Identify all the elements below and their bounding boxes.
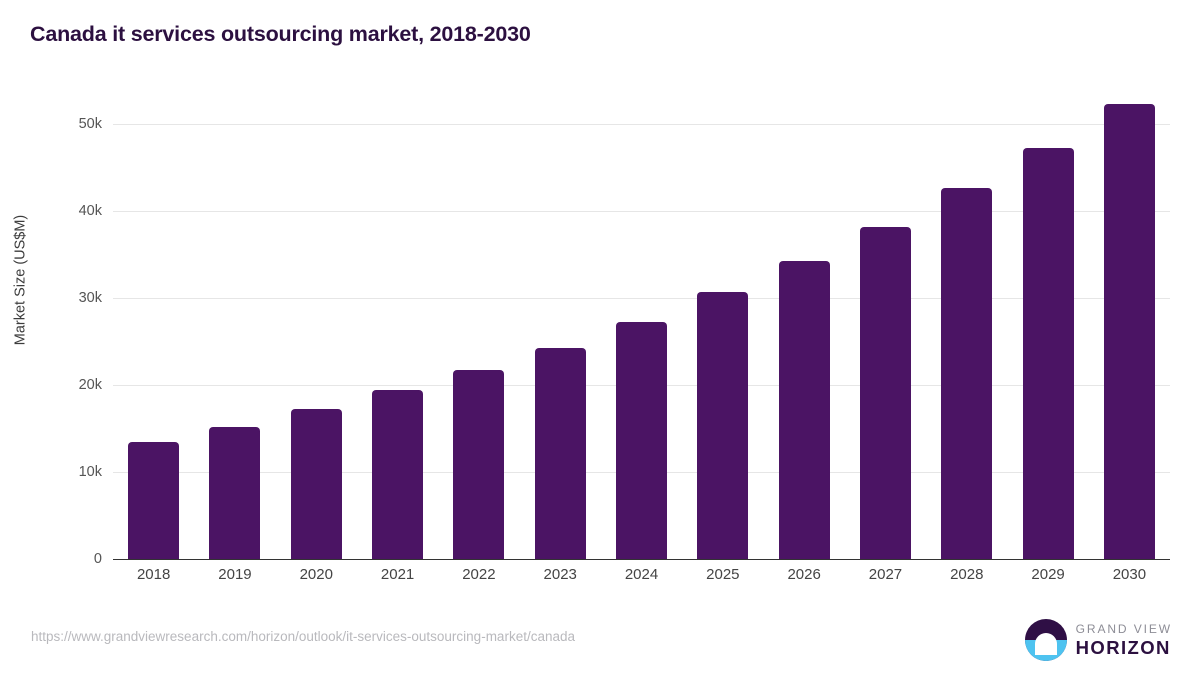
logo-wordmark: GRAND VIEW HORIZON <box>1076 622 1172 658</box>
x-axis-tick-2027: 2027 <box>868 566 903 583</box>
bar-slot <box>438 124 519 559</box>
x-axis-tick-2030: 2030 <box>1112 566 1147 583</box>
source-url[interactable]: https://www.grandviewresearch.com/horizo… <box>31 629 575 644</box>
y-axis-tick-label: 20k <box>78 377 102 393</box>
bar-slot <box>1007 124 1088 559</box>
bar-2027[interactable] <box>859 226 911 559</box>
y-axis-tick-label: 40k <box>78 203 102 219</box>
x-axis-tick-2026: 2026 <box>787 566 821 583</box>
x-axis-tick-2024: 2024 <box>624 566 659 583</box>
logo-grand-view-text: GRAND VIEW <box>1075 622 1172 636</box>
gridline <box>113 124 1170 125</box>
y-axis-label-text: Market Size (US$M) <box>12 214 28 346</box>
bar-slot <box>601 124 682 559</box>
gridline <box>113 298 1170 299</box>
axis-baseline <box>113 559 1170 560</box>
grand-view-horizon-logo[interactable]: GRAND VIEW HORIZON <box>1024 617 1172 663</box>
bar-slot <box>926 124 1007 559</box>
x-axis-tick-2019: 2019 <box>218 566 252 583</box>
bar-slot <box>276 124 357 559</box>
logo-line-lower <box>1039 650 1052 653</box>
x-axis-tick-2028: 2028 <box>950 566 984 583</box>
bar-slot <box>1089 104 1170 559</box>
bar-2021[interactable] <box>372 390 424 559</box>
logo-dome-shape <box>1034 633 1057 656</box>
y-axis-tick-label: 50k <box>78 116 102 132</box>
bar-2022[interactable] <box>453 370 505 559</box>
bar-slot <box>194 124 275 559</box>
x-axis-tick-2025: 2025 <box>706 566 740 583</box>
x-axis-tick-2023: 2023 <box>543 566 577 583</box>
bar-slot <box>113 124 194 559</box>
bar-slot <box>845 124 926 559</box>
x-axis-tick-2029: 2029 <box>1031 566 1065 583</box>
x-axis-tick-2022: 2022 <box>462 566 496 583</box>
bar-2026[interactable] <box>778 261 830 559</box>
bar-2028[interactable] <box>941 187 993 559</box>
x-axis-tick-2020: 2020 <box>299 566 333 583</box>
y-axis-tick-label: 30k <box>78 290 102 306</box>
x-axis-tick-2021: 2021 <box>380 566 415 583</box>
page-title: Canada it services outsourcing market, 2… <box>30 22 531 46</box>
bar-slot <box>520 124 601 559</box>
gridline <box>113 211 1170 212</box>
bar-slot <box>357 124 438 559</box>
logo-horizon-text: HORIZON <box>1075 637 1171 658</box>
horizon-logo-icon <box>1024 619 1067 661</box>
bar-2029[interactable] <box>1022 147 1074 559</box>
x-axis-tick-2018: 2018 <box>136 566 171 583</box>
bar-2025[interactable] <box>697 291 749 559</box>
logo-line-upper <box>1036 645 1055 648</box>
y-axis-label: Market Size (US$M) <box>0 0 40 560</box>
bar-2024[interactable] <box>616 321 668 559</box>
y-axis-tick-label: 10k <box>78 464 102 480</box>
bar-2023[interactable] <box>534 347 586 559</box>
bar-2018[interactable] <box>128 441 180 559</box>
bar-2020[interactable] <box>290 409 342 559</box>
bar-2030[interactable] <box>1103 104 1155 559</box>
bar-slot <box>764 124 845 559</box>
bar-2019[interactable] <box>209 426 261 559</box>
bar-slot <box>682 124 763 559</box>
x-axis-ticks: 2018 2019 2020 2021 2022 2023 2024 2025 2026 2027… <box>113 566 1170 583</box>
bar-series <box>113 104 1170 559</box>
y-axis-tick-label: 0 <box>93 551 102 567</box>
